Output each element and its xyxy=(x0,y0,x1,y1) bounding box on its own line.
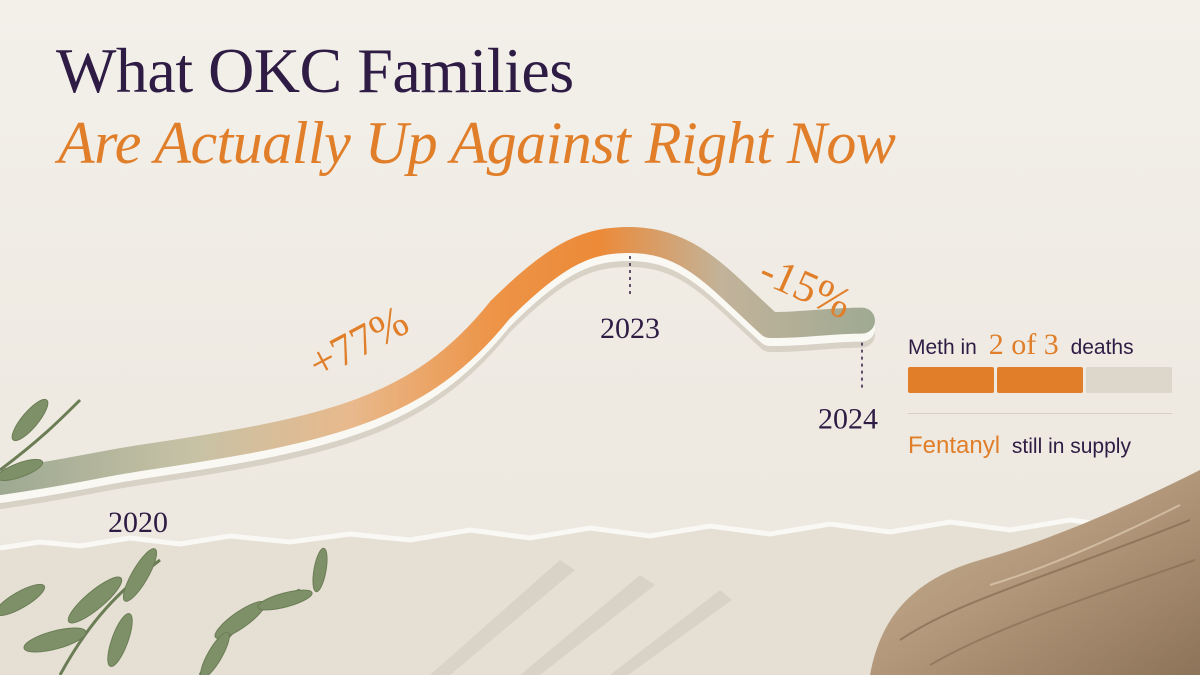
meth-highlight: 2 of 3 xyxy=(988,328,1059,361)
page-subtitle: Are Actually Up Against Right Now xyxy=(58,110,896,176)
x-tick-label-2020: 2020 xyxy=(108,506,168,539)
legend-divider xyxy=(908,413,1172,414)
ratio-segment-filled xyxy=(997,367,1083,393)
legend-panel: Meth in 2 of 3 deaths Fentanyl still in … xyxy=(908,325,1172,465)
x-tick-label-2024: 2024 xyxy=(818,403,878,436)
ratio-segment-filled xyxy=(908,367,994,393)
data-point-2024 xyxy=(860,319,864,323)
meth-ratio-bar xyxy=(908,367,1172,393)
meth-prefix: Meth in xyxy=(908,336,977,359)
page-title: What OKC Families xyxy=(56,35,574,106)
plant-decoration xyxy=(0,398,328,675)
data-point-2020 xyxy=(138,468,142,472)
fentanyl-suffix: still in supply xyxy=(1011,435,1131,458)
meth-suffix: deaths xyxy=(1070,336,1134,359)
torn-paper-highlight xyxy=(0,515,1200,551)
data-point-2023 xyxy=(628,238,632,242)
driftwood-decoration xyxy=(870,470,1200,675)
fentanyl-highlight: Fentanyl xyxy=(908,432,1001,459)
x-tick-label-2023: 2023 xyxy=(600,312,660,345)
ribbon-top xyxy=(0,227,875,495)
fentanyl-stat: Fentanyl still in supply xyxy=(908,428,1172,465)
shadow-decoration xyxy=(430,560,732,675)
trend-ribbon xyxy=(0,227,875,509)
meth-stat: Meth in 2 of 3 deaths xyxy=(908,325,1172,365)
ratio-segment-empty xyxy=(1086,367,1172,393)
